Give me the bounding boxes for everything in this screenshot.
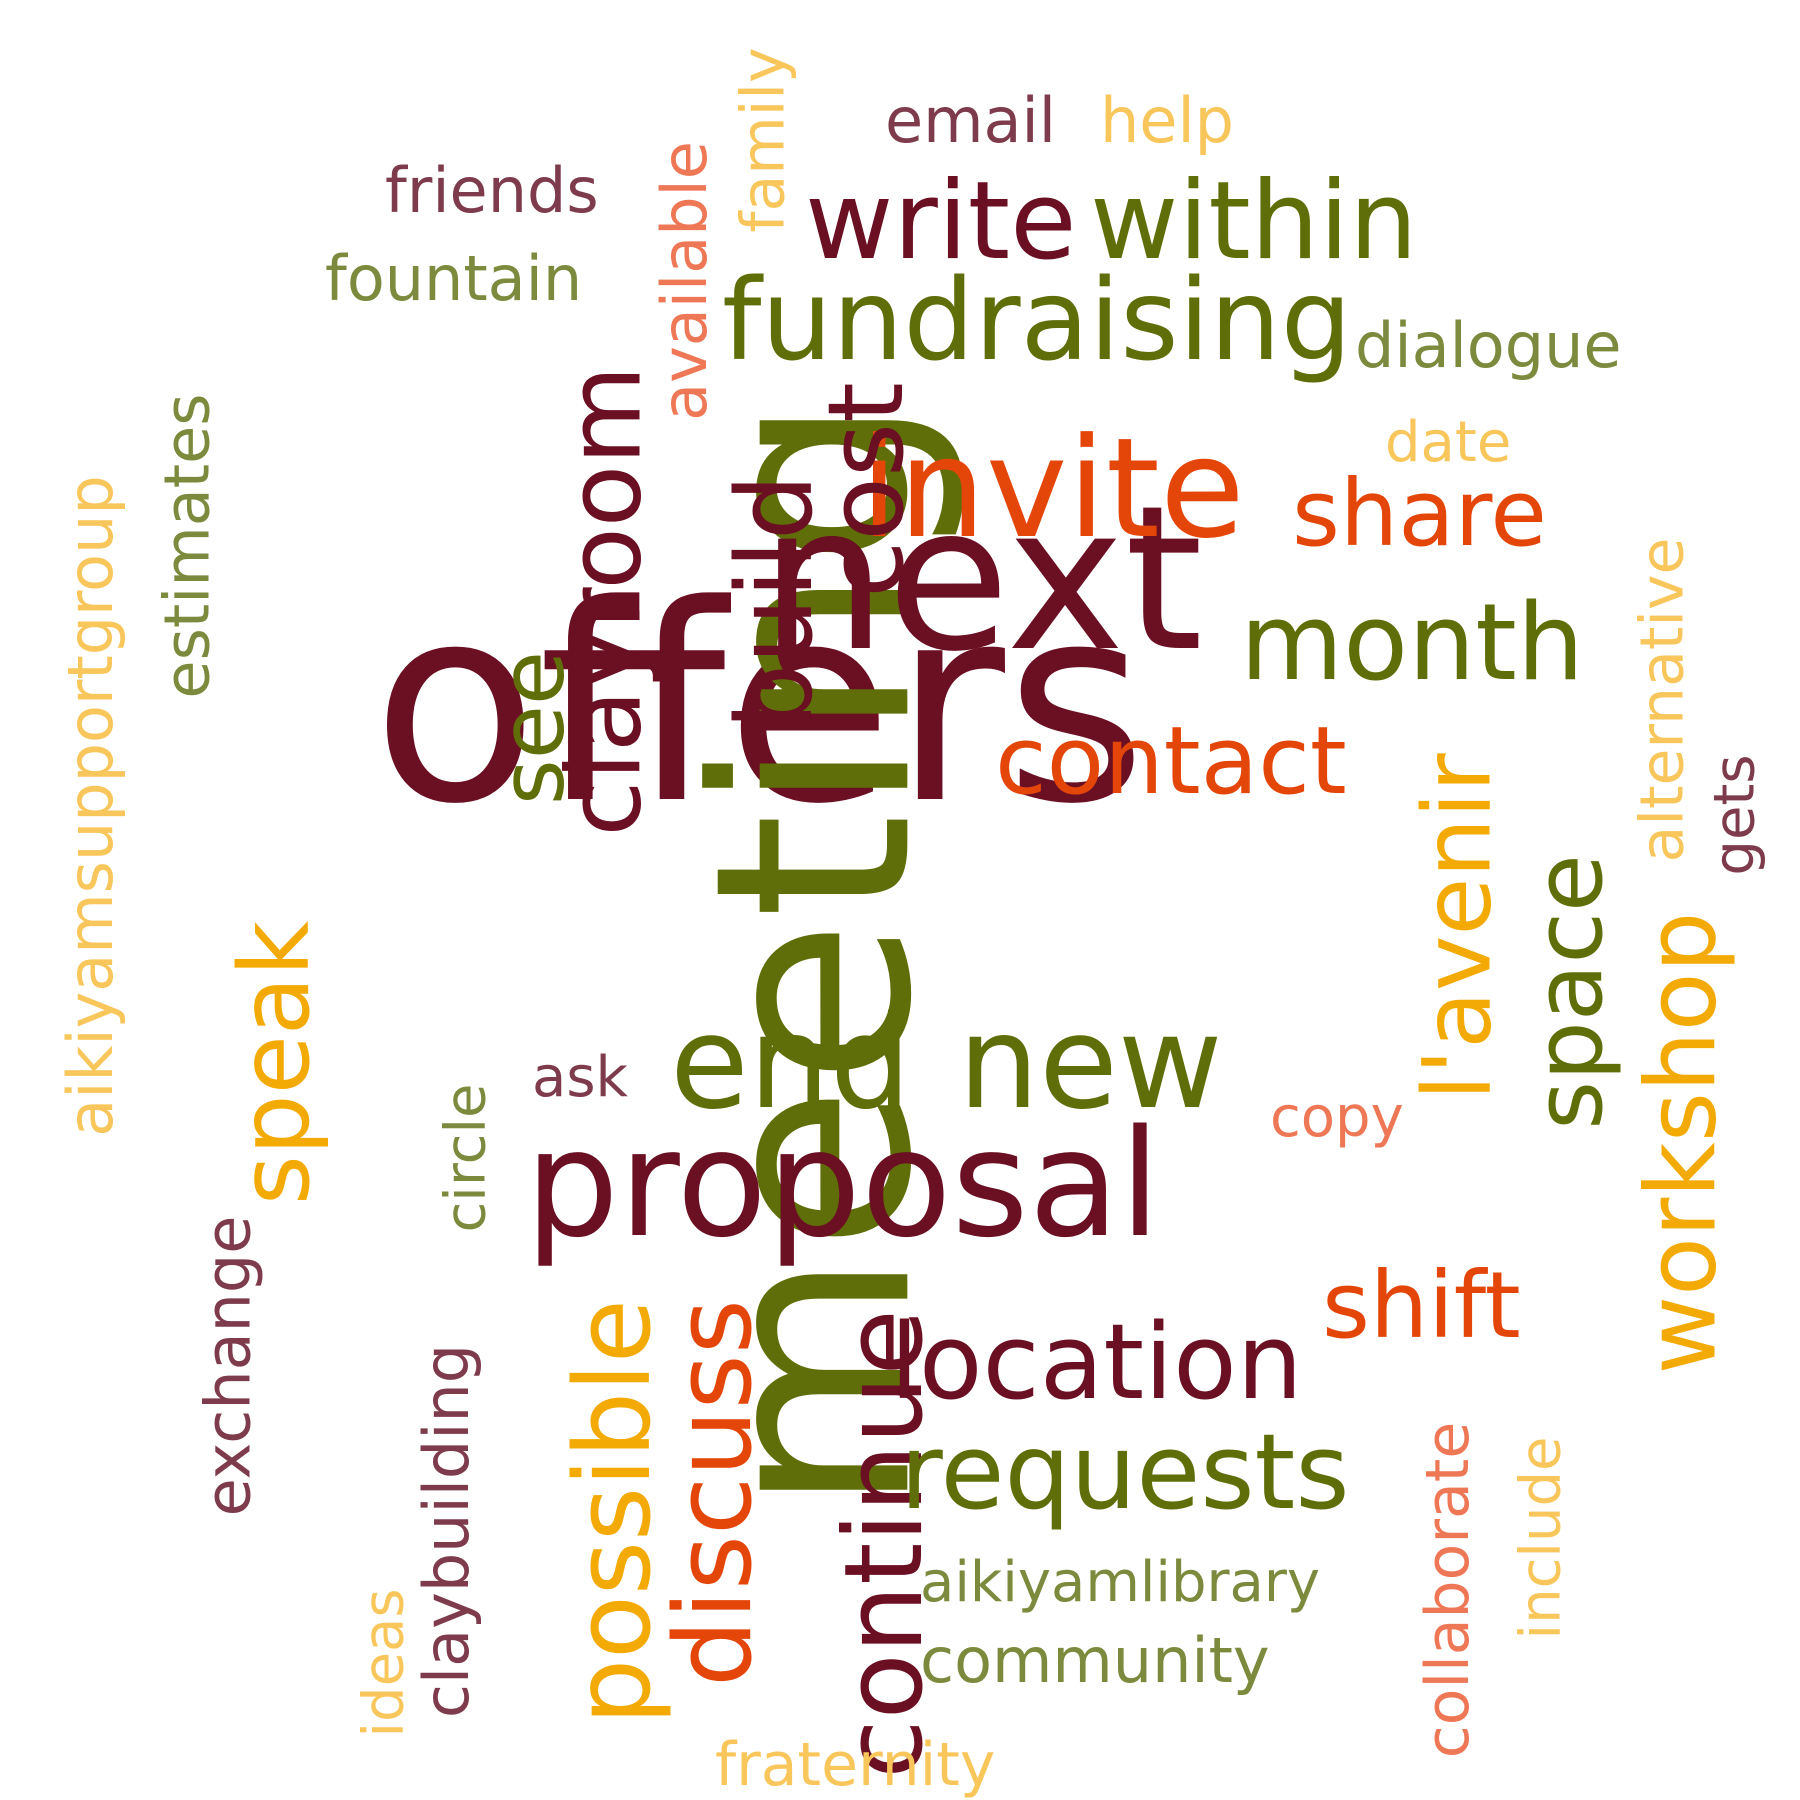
word-collaborate: collaborate <box>1413 1421 1484 1759</box>
word-aikiyamlibrary: aikiyamlibrary <box>920 1550 1321 1615</box>
word-ask: ask <box>532 1045 628 1110</box>
word-shift: shift <box>1322 1252 1521 1359</box>
word-available: available <box>647 141 721 421</box>
word-family: family <box>728 47 799 233</box>
word-discuss: discuss <box>651 1299 775 1687</box>
word-copy: copy <box>1270 1085 1404 1150</box>
word-possible: possible <box>551 1299 674 1725</box>
word-dialogue: dialogue <box>1355 309 1622 382</box>
word-aikiyamsupportgroup: aikiyamsupportgroup <box>53 475 127 1137</box>
word-community: community <box>920 1624 1270 1697</box>
word-email: email <box>885 84 1056 157</box>
word-write: write <box>805 159 1077 284</box>
word-circle: circle <box>433 1083 499 1233</box>
word-fountain: fountain <box>325 242 583 315</box>
word-space: space <box>1514 854 1624 1130</box>
word-invite: invite <box>860 408 1245 569</box>
word-ideas: ideas <box>351 1588 417 1738</box>
word-workshop: workshop <box>1625 911 1738 1375</box>
word-fraternity: fraternity <box>715 1730 996 1800</box>
word-see: see <box>481 650 585 806</box>
word-cost: cost <box>804 382 927 598</box>
word-estimates: estimates <box>150 393 224 699</box>
word-month: month <box>1240 581 1585 704</box>
word-next: next <box>760 463 1204 696</box>
word-speak: speak <box>219 920 332 1206</box>
word-fundraising: fundraising <box>722 256 1352 386</box>
word-proposal: proposal <box>525 1098 1161 1270</box>
word-include: include <box>1508 1436 1574 1640</box>
word-gets: gets <box>1702 754 1768 876</box>
word-new: new <box>958 989 1223 1138</box>
word-contact: contact <box>995 707 1347 816</box>
word-friends: friends <box>385 154 599 227</box>
word-share: share <box>1292 460 1548 567</box>
word-location: location <box>890 1301 1303 1423</box>
word-lavenir: l'avenir <box>1403 753 1513 1101</box>
word-alternative: alternative <box>1627 537 1698 863</box>
word-within: within <box>1090 159 1418 284</box>
word-exchange: exchange <box>191 1215 265 1517</box>
word-claybuilding: claybuilding <box>410 1343 484 1719</box>
word-date: date <box>1385 410 1512 475</box>
word-requests: requests <box>900 1411 1350 1533</box>
word-help: help <box>1100 84 1235 157</box>
word-offers: offers <box>372 548 1147 864</box>
word-end: end <box>670 989 912 1138</box>
